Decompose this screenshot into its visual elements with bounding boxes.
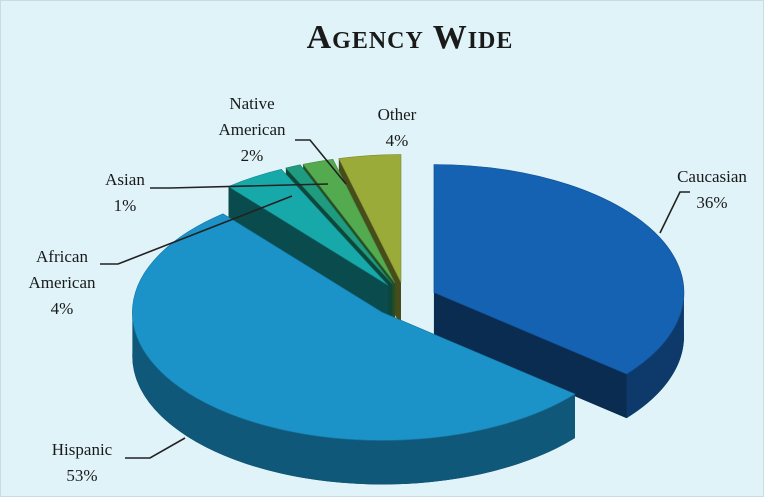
data-label: Hispanic	[52, 440, 113, 459]
label-line: Native	[229, 94, 274, 113]
slice-wall	[626, 292, 684, 419]
value-label: 2%	[241, 146, 264, 165]
leader-line	[125, 437, 186, 459]
data-label: African American	[28, 247, 96, 292]
category-label: Other	[378, 105, 417, 124]
value-label: 4%	[386, 131, 409, 150]
category-label: Hispanic	[52, 440, 113, 459]
category-label: Asian	[105, 170, 145, 189]
slice	[433, 164, 685, 419]
slice	[132, 213, 576, 485]
label-line: American	[218, 120, 286, 139]
label-line: American	[28, 273, 96, 292]
leader-line	[150, 183, 329, 189]
value-label: 1%	[114, 196, 137, 215]
leader-line	[100, 195, 293, 265]
slice-top	[302, 158, 396, 284]
slice-top	[433, 164, 685, 375]
slice-top	[285, 164, 393, 285]
value-label: 36%	[696, 193, 727, 212]
slice-top	[132, 213, 576, 441]
chart-title: Agency Wide	[307, 19, 514, 56]
leader-line	[659, 191, 690, 234]
slice-wall	[132, 312, 576, 485]
data-label: Asian	[105, 170, 145, 189]
category-label: Caucasian	[677, 167, 747, 186]
slice-side	[433, 292, 627, 419]
data-label: Native American	[218, 94, 286, 139]
value-label: 4%	[51, 299, 74, 318]
label-line: African	[36, 247, 88, 266]
leader-line	[295, 139, 347, 185]
value-label: 53%	[66, 466, 97, 485]
slice-top	[338, 154, 402, 283]
data-label: Caucasian	[677, 167, 747, 186]
data-label: Other	[378, 105, 417, 124]
